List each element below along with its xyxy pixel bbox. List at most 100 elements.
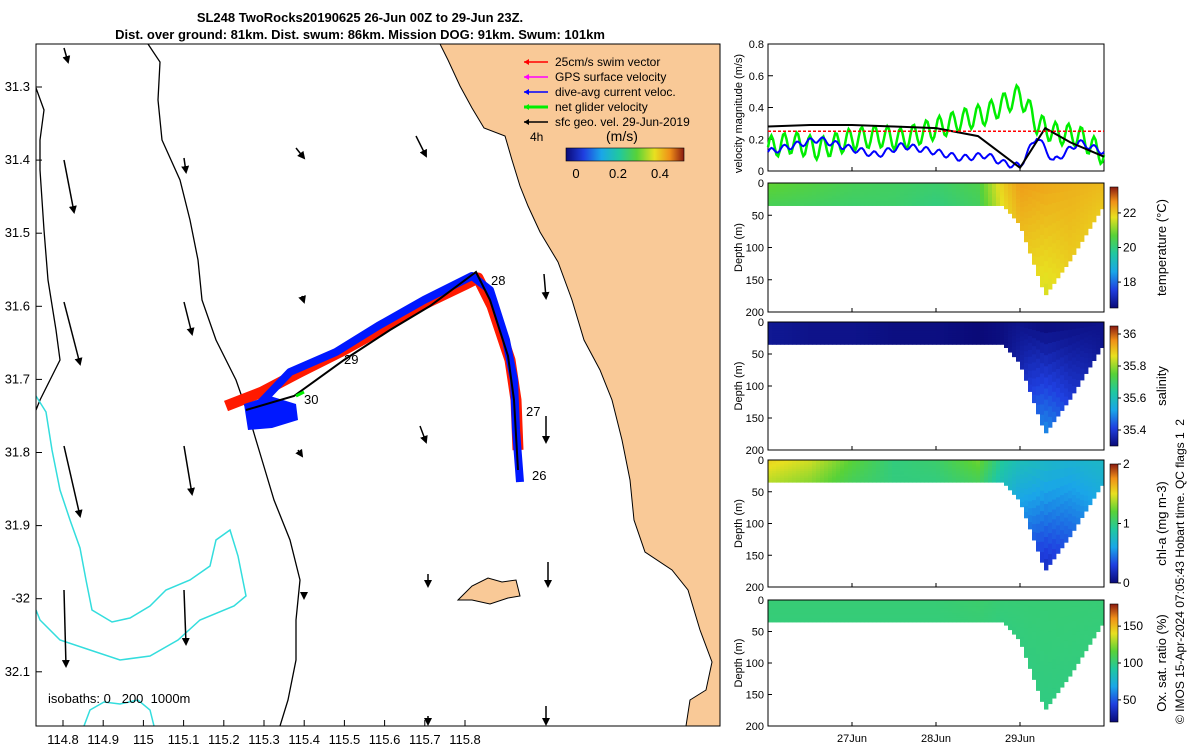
section-cell (1028, 661, 1033, 669)
section-cell (816, 602, 821, 605)
section-cell (888, 328, 893, 332)
section-cell (776, 185, 781, 188)
section-cell (1044, 410, 1049, 423)
section-cell (1012, 207, 1017, 212)
section-cell (784, 613, 789, 616)
section-cell (920, 468, 925, 472)
section-cell (1000, 608, 1005, 612)
section-cell (904, 342, 909, 345)
section-cell (924, 203, 929, 206)
depth-tick-label: 100 (746, 243, 764, 255)
section-cell (1036, 505, 1041, 516)
section-cell (964, 203, 969, 206)
section-cell (1088, 362, 1093, 368)
section-cell (976, 187, 981, 191)
section-cell (948, 611, 953, 614)
section-cell (932, 471, 937, 474)
section-cell (828, 328, 833, 332)
section-cell (864, 328, 869, 332)
section-cell (932, 606, 937, 610)
section-cell (1052, 609, 1057, 621)
section-cell (1032, 484, 1037, 493)
section-cell (796, 339, 801, 343)
section-cell (988, 466, 993, 470)
section-cell (888, 324, 893, 327)
section-cell (828, 192, 833, 195)
section-cell (812, 335, 817, 339)
section-cell (1036, 257, 1041, 267)
section-cell (892, 185, 897, 188)
section-cell (1068, 467, 1073, 476)
section-cell (816, 462, 821, 465)
section-cell (1048, 193, 1053, 205)
section-cell (992, 342, 997, 345)
section-cell (780, 333, 785, 336)
section-cell (868, 613, 873, 616)
section-cell (992, 183, 997, 186)
section-cell (1036, 192, 1041, 202)
section-cell (836, 477, 841, 481)
section-cell (836, 473, 841, 476)
section-cell (1068, 498, 1073, 507)
section-cell (888, 185, 893, 188)
section-cell (948, 342, 953, 345)
section-cell (1100, 615, 1105, 619)
section-cell (776, 466, 781, 470)
section-cell (888, 464, 893, 468)
section-cell (912, 613, 917, 616)
section-cell (1000, 198, 1005, 202)
section-cell (824, 187, 829, 191)
section-cell (1028, 356, 1033, 365)
geo-velocity-arrows (61, 47, 552, 726)
section-cell (940, 342, 945, 345)
section-cell (772, 471, 777, 474)
section-cell (1024, 471, 1029, 478)
section-cell (984, 322, 989, 325)
section-cell (816, 335, 821, 339)
section-cell (944, 600, 949, 603)
section-cell (900, 189, 905, 193)
section-cell (848, 326, 853, 330)
section-cell (1080, 212, 1085, 219)
section-cell (816, 324, 821, 327)
section-cell (856, 185, 861, 188)
section-cell (932, 460, 937, 463)
section-cell (836, 611, 841, 614)
section-cell (812, 619, 817, 623)
section-cell (1016, 487, 1021, 492)
section-cell (1008, 334, 1013, 338)
section-cell (900, 185, 905, 188)
depth-tick-label: 150 (746, 550, 764, 562)
section-cell (1076, 380, 1081, 387)
section-cell (1000, 194, 1005, 197)
section-cell (1092, 486, 1097, 492)
section-cell (936, 608, 941, 612)
section-cell (836, 602, 841, 605)
section-cell (972, 196, 977, 200)
section-cell (1060, 383, 1065, 394)
section-cell (780, 464, 785, 468)
section-cell (780, 480, 785, 483)
section-cell (1096, 350, 1101, 355)
section-cell (1100, 480, 1105, 484)
section-cell (860, 342, 865, 345)
section-cell (972, 330, 977, 334)
section-cell (888, 194, 893, 197)
section-cell (892, 617, 897, 621)
section-cell (1064, 534, 1069, 543)
section-cell (960, 615, 965, 619)
section-cell (788, 608, 793, 612)
island (456, 577, 521, 605)
section-cell (796, 466, 801, 470)
section-cell (1000, 203, 1005, 206)
section-cell (840, 468, 845, 472)
section-cell (1072, 329, 1077, 337)
section-cell (1096, 334, 1101, 339)
section-cell (1092, 626, 1097, 631)
section-cell (832, 604, 837, 608)
section-cell (900, 604, 905, 608)
section-cell (808, 468, 813, 472)
section-cell (976, 475, 981, 479)
section-cell (860, 203, 865, 206)
section-cell (768, 322, 773, 325)
